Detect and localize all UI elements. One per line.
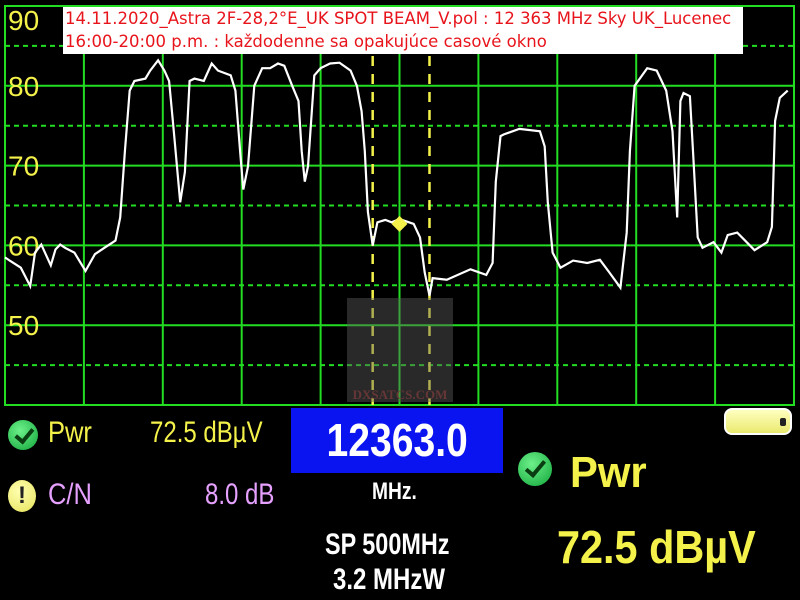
spectrum-trace <box>4 58 789 296</box>
y-tick-label: 50 <box>8 310 39 341</box>
warning-icon: ! <box>8 480 36 512</box>
freq-unit: MHz. <box>372 478 417 505</box>
y-tick-label: 80 <box>8 71 39 102</box>
plot-border <box>4 5 795 406</box>
title-line-1: 14.11.2020_Astra 2F-28,2°E_UK SPOT BEAM_… <box>65 9 732 28</box>
check-icon-large <box>518 452 552 486</box>
watermark-text: DXSATCS.COM <box>353 387 448 402</box>
cn-value: 8.0 dB <box>205 478 275 511</box>
chart-title-box: 14.11.2020_Astra 2F-28,2°E_UK SPOT BEAM_… <box>63 7 743 54</box>
check-icon <box>8 420 38 450</box>
watermark-logo <box>347 298 453 402</box>
y-tick-label: 70 <box>8 151 39 182</box>
battery-icon <box>724 408 792 435</box>
frequency-display[interactable]: 12363.0 <box>291 408 503 473</box>
big-pwr-value: 72.5 dBµV <box>557 521 756 573</box>
big-pwr-label: Pwr <box>570 448 647 497</box>
title-line-2: 16:00-20:00 p.m. : každodenne sa opakujú… <box>65 32 547 51</box>
rbw-value: 3.2 MHzW <box>333 563 446 596</box>
pwr-value: 72.5 dBµV <box>150 416 263 449</box>
cn-label: C/N <box>48 478 92 511</box>
pwr-label: Pwr <box>48 416 92 449</box>
y-tick-label: 90 <box>8 5 39 36</box>
marker-diamond <box>391 215 408 232</box>
span-value: SP 500MHz <box>325 528 450 561</box>
